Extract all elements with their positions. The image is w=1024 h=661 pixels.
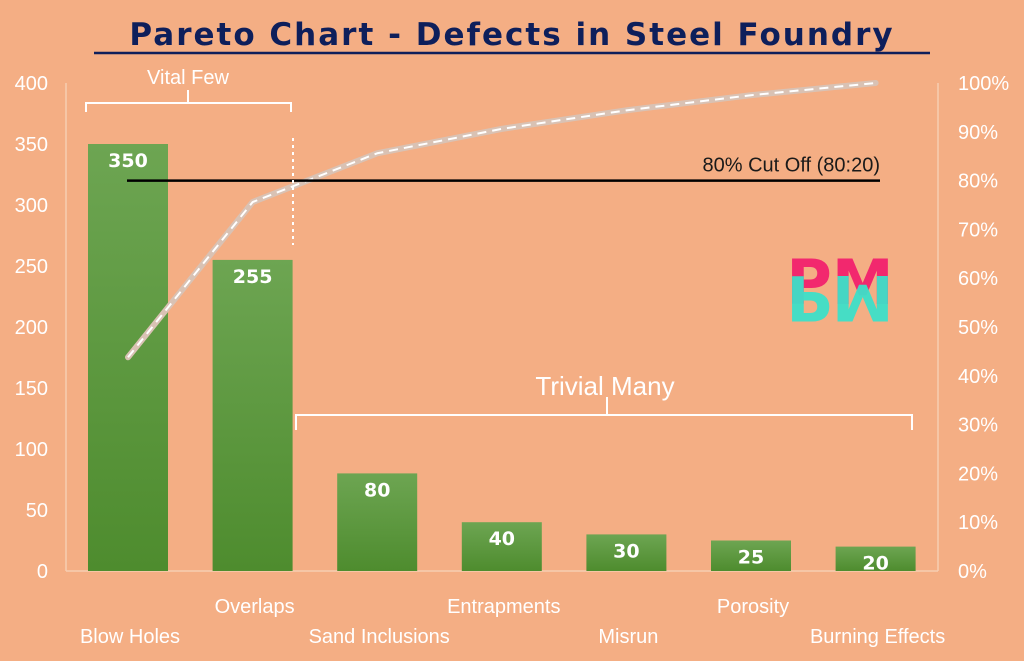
cumulative-line-dashes: [127, 82, 876, 358]
category-label: Misrun: [598, 626, 658, 648]
bar: [337, 473, 418, 571]
cutoff-label: 80% Cut Off (80:20): [703, 155, 881, 177]
category-label: Overlaps: [215, 596, 295, 618]
category-label: Entrapments: [447, 596, 560, 618]
category-label: Porosity: [717, 596, 789, 618]
category-label: Burning Effects: [810, 626, 945, 648]
right-tick-label: 80%: [958, 171, 998, 193]
right-tick-label: 50%: [958, 317, 998, 339]
data-label: 255: [233, 266, 273, 288]
bars: [88, 144, 916, 571]
right-tick-label: 60%: [958, 268, 998, 290]
logo-mirror: PM: [786, 261, 893, 334]
left-tick-label: 150: [15, 378, 48, 400]
logo-text: PM: [786, 246, 893, 319]
left-tick-label: 250: [15, 256, 48, 278]
left-tick-label: 50: [26, 500, 48, 522]
bar: [461, 522, 542, 571]
category-labels: Blow Holes Overlaps Sand Inclusions Entrapm…: [80, 596, 945, 648]
right-tick-label: 20%: [958, 463, 998, 485]
data-labels: 350 255 80 40 30 25 20: [108, 150, 889, 575]
chart-title: Pareto Chart - Defects in Steel Foundry: [129, 17, 894, 53]
left-axis-ticks: 0 50 100 150 200 250 300 350 400: [15, 73, 48, 583]
right-axis-ticks: 0% 10% 20% 30% 40% 50% 60% 70% 80% 90% 100%: [958, 73, 1009, 583]
left-tick-label: 400: [15, 73, 48, 95]
trivial-many-bracket: [295, 397, 913, 430]
category-label: Sand Inclusions: [309, 626, 450, 648]
data-label: 350: [108, 150, 148, 172]
left-tick-label: 100: [15, 439, 48, 461]
bar: [835, 546, 916, 571]
left-tick-label: 200: [15, 317, 48, 339]
data-label: 80: [364, 479, 390, 501]
bar: [212, 259, 293, 571]
left-tick-label: 300: [15, 195, 48, 217]
right-tick-label: 0%: [958, 561, 987, 583]
vital-few-label: Vital Few: [147, 67, 229, 89]
left-tick-label: 350: [15, 134, 48, 156]
bar: [586, 534, 667, 571]
bar: [711, 540, 791, 571]
trivial-many-label: Trivial Many: [535, 371, 674, 401]
left-tick-label: 0: [37, 561, 48, 583]
right-tick-label: 100%: [958, 73, 1009, 95]
right-tick-label: 70%: [958, 219, 998, 241]
data-label: 25: [738, 547, 764, 569]
pm-logo: PM PM: [786, 246, 893, 334]
data-label: 30: [613, 540, 639, 562]
right-tick-label: 10%: [958, 512, 998, 534]
vital-few-bracket: [85, 90, 292, 112]
category-label: Blow Holes: [80, 626, 180, 648]
data-label: 40: [489, 528, 515, 550]
right-tick-label: 90%: [958, 122, 998, 144]
data-label: 20: [862, 553, 888, 575]
right-tick-label: 30%: [958, 415, 998, 437]
right-tick-label: 40%: [958, 366, 998, 388]
